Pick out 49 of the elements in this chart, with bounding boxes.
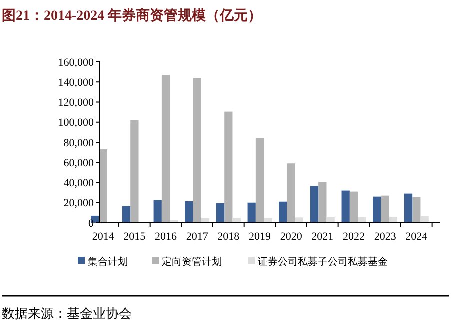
x-tick-label: 2019 [249,231,272,243]
bar [232,218,241,223]
bar [350,192,358,223]
bar [224,112,233,223]
bar [381,196,390,223]
y-tick-label: 20,000 [64,198,94,210]
source-note: 数据来源：基金业协会 [2,306,132,321]
bar [185,201,194,223]
x-tick-label: 2024 [406,231,428,243]
legend-label: 定向资管计划 [162,256,222,268]
y-tick-label: 160,000 [58,56,94,69]
x-tick-label: 2017 [186,231,209,243]
bar [256,138,264,223]
bar [373,196,382,223]
legend-label: 证券公司私募子公司私募基金 [258,256,388,268]
x-tick-label: 2022 [342,231,365,243]
bar [412,197,421,223]
bar [154,200,162,223]
x-tick-label: 2014 [92,231,115,243]
bar [130,120,139,223]
bar [342,190,350,223]
bar [326,217,335,223]
bar [193,78,202,223]
bar [216,203,225,223]
bar [279,202,288,223]
x-tick-label: 2021 [312,231,334,243]
bar [248,202,256,223]
x-tick-label: 2020 [280,231,303,243]
bar [310,186,319,223]
bar [295,218,304,223]
y-tick-label: 80,000 [64,137,94,150]
x-tick-label: 2016 [155,231,178,243]
x-tick-label: 2018 [218,231,240,243]
bar [162,75,170,223]
bar [287,164,296,223]
bar [420,216,429,223]
bar [122,206,131,223]
y-tick-label: 0 [88,218,94,230]
legend-label: 集合计划 [88,256,128,268]
chart-title: 图21：2014-2024 年券商资管规模（亿元） [2,7,262,24]
y-tick-label: 40,000 [64,178,94,190]
y-tick-label: 120,000 [58,97,94,110]
bar [318,182,327,223]
x-tick-label: 2023 [374,231,397,243]
y-tick-label: 100,000 [58,117,94,130]
y-tick-label: 140,000 [58,76,94,89]
x-tick-label: 2015 [124,231,146,243]
bar [404,194,413,223]
y-tick-label: 60,000 [64,157,94,170]
